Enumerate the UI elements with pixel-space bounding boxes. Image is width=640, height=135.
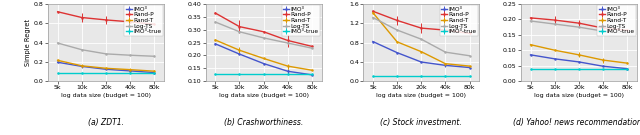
X-axis label: log data size (budget = 100): log data size (budget = 100) xyxy=(61,93,151,98)
Text: (a) ZDT1.: (a) ZDT1. xyxy=(88,118,124,127)
Legend: IMO³, Rand-P, Rand-T, Log-TS, IMO³-true: IMO³, Rand-P, Rand-T, Log-TS, IMO³-true xyxy=(440,5,478,36)
Text: (d) Yahoo! news recommendation.: (d) Yahoo! news recommendation. xyxy=(513,118,640,127)
X-axis label: log data size (budget = 100): log data size (budget = 100) xyxy=(534,93,624,98)
X-axis label: log data size (budget = 100): log data size (budget = 100) xyxy=(376,93,466,98)
Legend: IMO³, Rand-P, Rand-T, Log-TS, IMO³-true: IMO³, Rand-P, Rand-T, Log-TS, IMO³-true xyxy=(124,5,163,36)
Legend: IMO³, Rand-P, Rand-T, Log-TS, IMO³-true: IMO³, Rand-P, Rand-T, Log-TS, IMO³-true xyxy=(597,5,636,36)
X-axis label: log data size (budget = 100): log data size (budget = 100) xyxy=(219,93,308,98)
Text: (b) Crashworthiness.: (b) Crashworthiness. xyxy=(224,118,303,127)
Legend: IMO³, Rand-P, Rand-T, Log-TS, IMO³-true: IMO³, Rand-P, Rand-T, Log-TS, IMO³-true xyxy=(282,5,321,36)
Text: (c) Stock investment.: (c) Stock investment. xyxy=(380,118,462,127)
Y-axis label: Simple Regret: Simple Regret xyxy=(25,19,31,66)
